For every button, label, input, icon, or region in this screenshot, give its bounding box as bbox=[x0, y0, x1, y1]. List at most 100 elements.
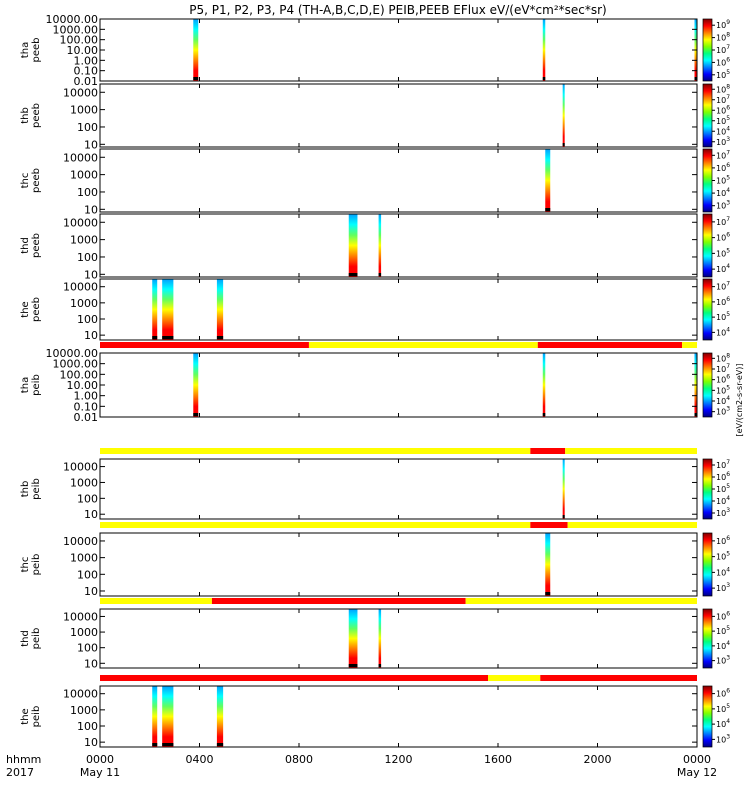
colorbar-tick-exp: 3 bbox=[726, 507, 730, 514]
colorbar bbox=[702, 148, 713, 213]
colorbar-tick-base: 10 bbox=[716, 249, 726, 258]
colorbar-tick-exp: 6 bbox=[726, 688, 730, 695]
colorbar-tick-label: 106 bbox=[716, 232, 730, 243]
y-tick-label: 100 bbox=[77, 121, 98, 134]
y-tick-label: 1.00 bbox=[74, 390, 99, 403]
y-tick-label: 10.00 bbox=[67, 379, 99, 392]
mode-bar-segment bbox=[530, 522, 568, 528]
y-tick-label: 1000 bbox=[70, 169, 98, 182]
colorbar bbox=[702, 278, 713, 341]
colorbar-tick-exp: 9 bbox=[726, 19, 730, 26]
y-tick-label: 10 bbox=[84, 329, 98, 342]
colorbar-unit-label: [eV/(cm2-s-sr-eV)] bbox=[735, 363, 744, 436]
y-tick-label: 1000.00 bbox=[53, 358, 99, 371]
spectrum-baseline bbox=[216, 743, 224, 746]
y-tick-label: 10.00 bbox=[67, 44, 99, 57]
colorbar-tick-label: 103 bbox=[716, 136, 730, 147]
colorbar-tick-exp: 5 bbox=[726, 483, 730, 490]
colorbar-tick-base: 10 bbox=[716, 690, 726, 699]
y-tick-label: 1000 bbox=[70, 297, 98, 310]
spectrum-baseline bbox=[162, 336, 174, 339]
spectrum-column bbox=[562, 84, 565, 147]
colorbar-tick-base: 10 bbox=[716, 328, 726, 337]
y-tick-label: 10 bbox=[84, 585, 98, 598]
colorbar-tick-base: 10 bbox=[716, 553, 726, 562]
panel-label-line: thb bbox=[20, 107, 31, 124]
colorbar-tick-exp: 5 bbox=[726, 384, 730, 391]
colorbar-tick-exp: 5 bbox=[726, 175, 730, 182]
colorbar-tick-base: 10 bbox=[716, 96, 726, 105]
colorbar-tick-label: 105 bbox=[716, 625, 730, 636]
spectrum-column bbox=[162, 279, 174, 340]
y-tick-label: 1000 bbox=[70, 476, 98, 489]
colorbar-tick-label: 105 bbox=[716, 703, 730, 714]
spectrum-baseline bbox=[378, 273, 382, 276]
x-tick-label: 0000 bbox=[683, 753, 711, 766]
y-tick-label: 10 bbox=[84, 736, 98, 749]
y-tick-label: 1.00 bbox=[74, 54, 99, 67]
spectrum-baseline bbox=[348, 273, 358, 276]
mode-bar-segment bbox=[100, 448, 531, 454]
colorbar-tick-label: 106 bbox=[716, 56, 730, 67]
panel-label-line: thb bbox=[20, 481, 31, 498]
colorbar-tick-label: 106 bbox=[716, 610, 730, 621]
panel-label-line: tha bbox=[20, 377, 31, 393]
colorbar-tick-base: 10 bbox=[716, 164, 726, 173]
spectrum-baseline bbox=[545, 208, 551, 211]
spectrum-column bbox=[152, 686, 158, 747]
y-tick-label: 10000 bbox=[63, 86, 98, 99]
colorbar-tick-base: 10 bbox=[716, 657, 726, 666]
mode-bar-segment bbox=[565, 448, 697, 454]
colorbar-tick-label: 107 bbox=[716, 44, 730, 55]
spectrum-baseline bbox=[542, 77, 546, 80]
panel-frame bbox=[99, 532, 698, 597]
colorbar-tick-label: 107 bbox=[716, 363, 730, 374]
colorbar-tick-exp: 6 bbox=[726, 610, 730, 617]
colorbar-tick-exp: 6 bbox=[726, 232, 730, 239]
colorbar-tick-label: 104 bbox=[716, 125, 730, 136]
colorbar-tick-label: 106 bbox=[716, 162, 730, 173]
x-tick-label: 1600 bbox=[484, 753, 512, 766]
colorbar-tick-base: 10 bbox=[716, 397, 726, 406]
x-tick-label: 0400 bbox=[186, 753, 214, 766]
spectrum-column bbox=[378, 214, 382, 277]
colorbar-tick-exp: 4 bbox=[726, 640, 730, 647]
mode-bar-segment bbox=[530, 448, 566, 454]
colorbar-tick-base: 10 bbox=[716, 627, 726, 636]
y-tick-label: 100 bbox=[77, 492, 98, 505]
panel-label-line: peib bbox=[31, 374, 42, 396]
y-tick-label: 10000 bbox=[63, 610, 98, 623]
spectrum-baseline bbox=[193, 77, 199, 80]
colorbar-tick-label: 105 bbox=[716, 175, 730, 186]
colorbar-tick-exp: 3 bbox=[726, 406, 730, 413]
colorbar bbox=[702, 352, 713, 418]
colorbar-tick-base: 10 bbox=[716, 265, 726, 274]
y-tick-label: 10 bbox=[84, 657, 98, 670]
panel-frame bbox=[99, 685, 698, 748]
y-tick-label: 0.01 bbox=[74, 75, 99, 88]
colorbar-tick-base: 10 bbox=[716, 408, 726, 417]
spectrum-column bbox=[162, 686, 174, 747]
spectrum-column bbox=[378, 609, 382, 668]
mode-bar-segment bbox=[308, 342, 538, 348]
colorbar-tick-base: 10 bbox=[716, 313, 726, 322]
y-tick-label: 10 bbox=[84, 203, 98, 216]
mode-bar-segment bbox=[488, 675, 541, 681]
panel-label: thcpeeb bbox=[20, 168, 42, 193]
colorbar-tick-label: 104 bbox=[716, 395, 730, 406]
y-tick-label: 100 bbox=[77, 568, 98, 581]
colorbar bbox=[702, 608, 713, 669]
spectrum-baseline bbox=[348, 664, 358, 667]
colorbar bbox=[702, 83, 713, 148]
panel-label-line: thd bbox=[20, 630, 31, 647]
panel-label-line: thc bbox=[20, 173, 31, 189]
mode-bar-segment bbox=[537, 342, 683, 348]
colorbar-tick-label: 103 bbox=[716, 655, 730, 666]
spectrum-column bbox=[542, 19, 546, 81]
spectrum-baseline bbox=[562, 515, 565, 518]
colorbar-tick-exp: 7 bbox=[726, 44, 730, 51]
